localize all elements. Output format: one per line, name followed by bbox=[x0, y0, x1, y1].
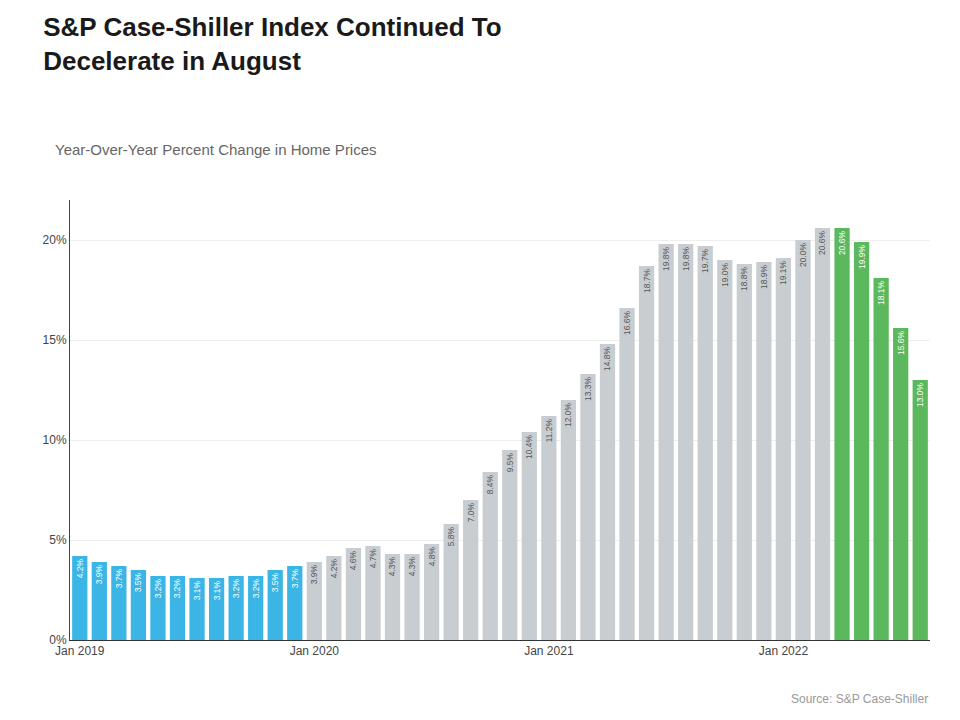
svg-text:20.0%: 20.0% bbox=[798, 243, 808, 267]
svg-text:3.2%: 3.2% bbox=[251, 579, 261, 599]
svg-text:3.1%: 3.1% bbox=[212, 581, 222, 601]
svg-text:20.6%: 20.6% bbox=[837, 231, 847, 255]
svg-text:4.2%: 4.2% bbox=[75, 559, 85, 579]
svg-text:15%: 15% bbox=[43, 333, 67, 347]
svg-text:Jan 2022: Jan 2022 bbox=[759, 644, 809, 658]
svg-text:3.5%: 3.5% bbox=[133, 573, 143, 593]
svg-text:11.2%: 11.2% bbox=[544, 419, 554, 443]
svg-text:13.0%: 13.0% bbox=[915, 383, 925, 407]
svg-text:5%: 5% bbox=[49, 533, 67, 547]
svg-text:4.8%: 4.8% bbox=[427, 547, 437, 567]
svg-text:16.6%: 16.6% bbox=[622, 311, 632, 335]
svg-text:3.9%: 3.9% bbox=[94, 565, 104, 585]
svg-text:13.3%: 13.3% bbox=[583, 377, 593, 401]
svg-text:3.7%: 3.7% bbox=[114, 569, 124, 589]
svg-text:4.2%: 4.2% bbox=[329, 559, 339, 579]
svg-text:3.5%: 3.5% bbox=[270, 573, 280, 593]
svg-text:0%: 0% bbox=[49, 633, 67, 647]
svg-text:4.3%: 4.3% bbox=[387, 557, 397, 577]
svg-text:15.6%: 15.6% bbox=[896, 331, 906, 355]
svg-text:20.6%: 20.6% bbox=[817, 231, 827, 255]
svg-text:19.8%: 19.8% bbox=[661, 247, 671, 271]
svg-text:20%: 20% bbox=[43, 233, 67, 247]
svg-text:18.9%: 18.9% bbox=[759, 265, 769, 289]
svg-text:S&P Case-Shiller Index Continu: S&P Case-Shiller Index Continued ToDecel… bbox=[43, 12, 501, 76]
svg-text:3.9%: 3.9% bbox=[309, 565, 319, 585]
svg-text:19.1%: 19.1% bbox=[778, 261, 788, 285]
svg-text:Jan 2021: Jan 2021 bbox=[524, 644, 574, 658]
svg-text:19.7%: 19.7% bbox=[700, 249, 710, 273]
svg-text:19.8%: 19.8% bbox=[681, 247, 691, 271]
svg-text:10%: 10% bbox=[43, 433, 67, 447]
svg-text:7.0%: 7.0% bbox=[466, 503, 476, 523]
svg-text:9.5%: 9.5% bbox=[505, 453, 515, 473]
svg-text:18.1%: 18.1% bbox=[876, 281, 886, 305]
svg-text:3.2%: 3.2% bbox=[153, 579, 163, 599]
svg-text:Jan 2020: Jan 2020 bbox=[290, 644, 340, 658]
svg-text:Year-Over-Year Percent Change: Year-Over-Year Percent Change in Home Pr… bbox=[55, 141, 377, 158]
svg-text:Source: S&P Case-Shiller: Source: S&P Case-Shiller bbox=[791, 692, 928, 706]
svg-text:12.0%: 12.0% bbox=[563, 403, 573, 427]
svg-text:18.7%: 18.7% bbox=[642, 269, 652, 293]
svg-text:8.4%: 8.4% bbox=[485, 475, 495, 495]
svg-text:5.8%: 5.8% bbox=[446, 527, 456, 547]
svg-text:19.9%: 19.9% bbox=[857, 245, 867, 269]
svg-text:4.3%: 4.3% bbox=[407, 557, 417, 577]
svg-text:3.7%: 3.7% bbox=[290, 569, 300, 589]
svg-text:3.2%: 3.2% bbox=[231, 579, 241, 599]
svg-text:4.6%: 4.6% bbox=[348, 551, 358, 571]
svg-text:18.8%: 18.8% bbox=[739, 267, 749, 291]
svg-text:Jan 2019: Jan 2019 bbox=[55, 644, 105, 658]
svg-text:14.8%: 14.8% bbox=[602, 347, 612, 371]
svg-text:4.7%: 4.7% bbox=[368, 549, 378, 569]
svg-text:3.2%: 3.2% bbox=[172, 579, 182, 599]
svg-text:19.0%: 19.0% bbox=[720, 263, 730, 287]
svg-text:10.4%: 10.4% bbox=[524, 435, 534, 459]
svg-text:3.1%: 3.1% bbox=[192, 581, 202, 601]
